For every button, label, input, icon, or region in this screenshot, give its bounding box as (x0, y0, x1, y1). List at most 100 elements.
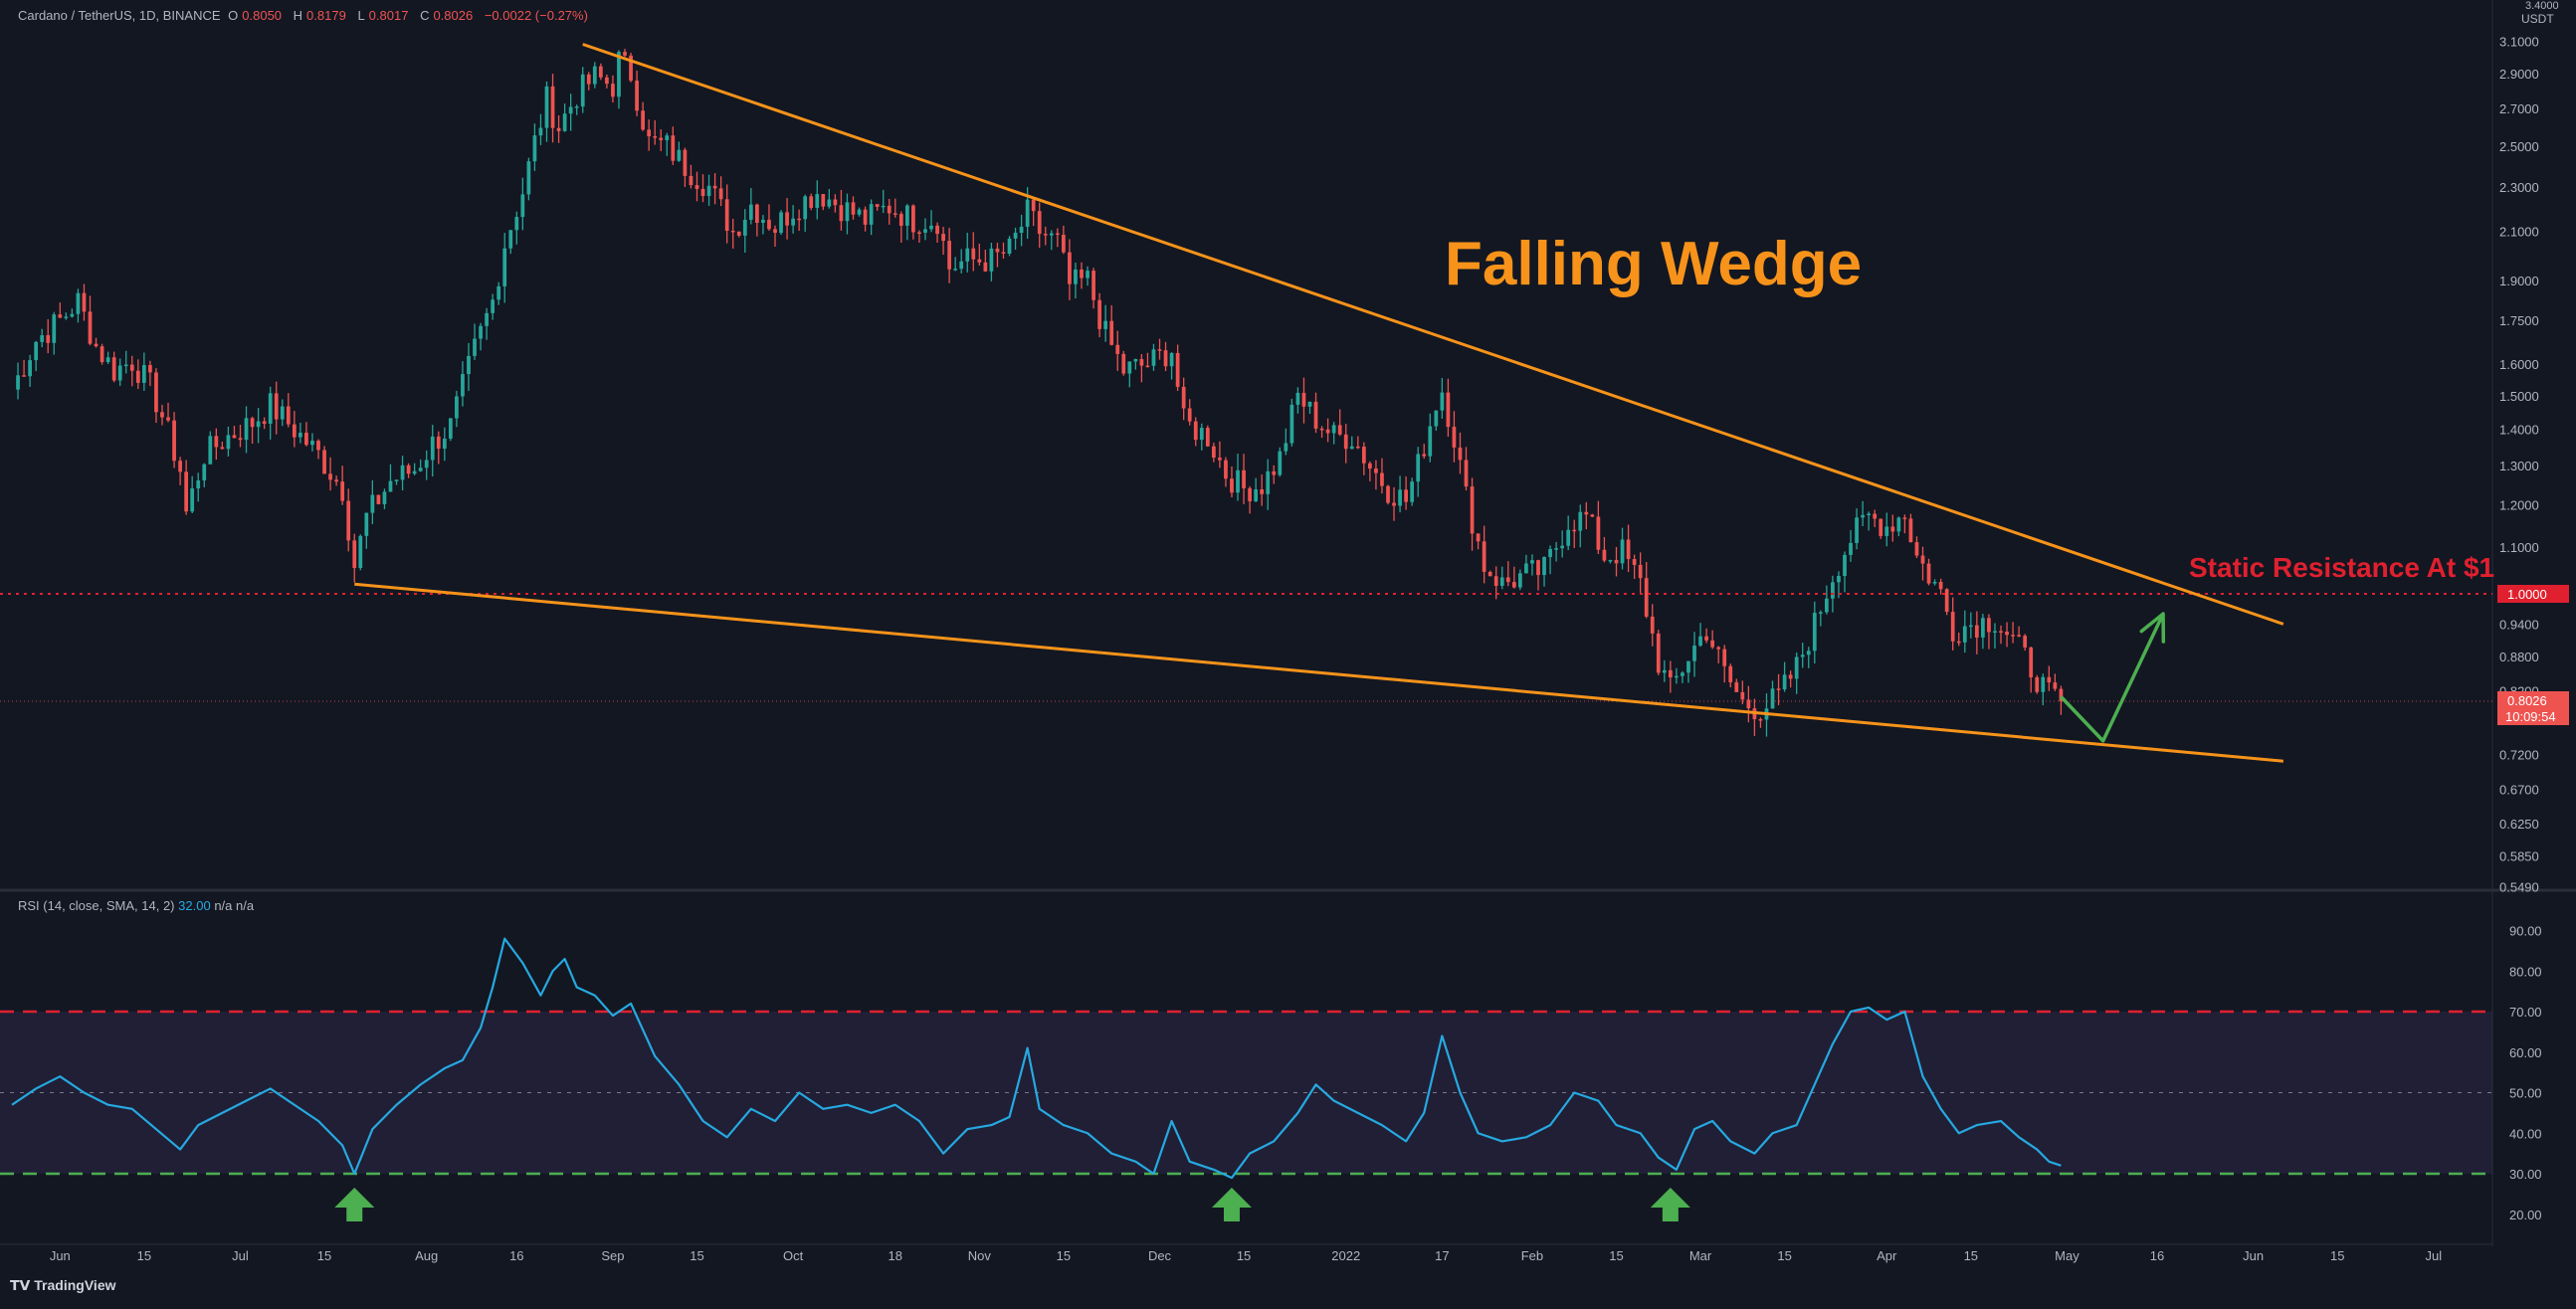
candle[interactable] (1626, 524, 1631, 573)
candle[interactable] (1602, 536, 1607, 563)
candle[interactable] (70, 308, 75, 318)
candle[interactable] (1812, 601, 1817, 664)
candle[interactable] (1849, 529, 1853, 562)
candle[interactable] (1861, 500, 1865, 527)
candle[interactable] (761, 215, 765, 235)
candle[interactable] (148, 360, 152, 387)
candle[interactable] (959, 249, 964, 274)
candle[interactable] (184, 460, 189, 515)
candle[interactable] (334, 475, 338, 486)
candle[interactable] (839, 189, 844, 231)
candle[interactable] (160, 404, 164, 426)
candle[interactable] (659, 129, 664, 151)
candle[interactable] (1896, 516, 1901, 537)
candle[interactable] (154, 368, 158, 424)
candle[interactable] (1530, 554, 1534, 576)
candle[interactable] (1031, 197, 1036, 227)
candle[interactable] (172, 412, 176, 468)
candle[interactable] (1145, 352, 1150, 368)
candle[interactable] (767, 204, 771, 231)
candle[interactable] (88, 295, 93, 346)
candle[interactable] (809, 193, 814, 211)
candle[interactable] (1368, 461, 1372, 481)
candle[interactable] (1560, 530, 1565, 558)
candle[interactable] (1163, 341, 1168, 372)
candle[interactable] (538, 113, 543, 145)
candle[interactable] (1109, 304, 1114, 346)
candle[interactable] (1806, 647, 1811, 668)
candle[interactable] (1956, 633, 1961, 647)
candle[interactable] (1307, 401, 1312, 414)
candle[interactable] (1944, 588, 1949, 616)
candle[interactable] (1825, 585, 1829, 615)
candle[interactable] (2041, 673, 2046, 706)
candle[interactable] (1446, 378, 1451, 438)
tradingview-logo[interactable]: 𝗧𝗩 TradingView (10, 1277, 116, 1294)
candle[interactable] (292, 411, 297, 448)
candle[interactable] (1139, 354, 1144, 383)
candle[interactable] (1091, 268, 1095, 309)
candle[interactable] (875, 204, 880, 211)
candle[interactable] (574, 104, 579, 115)
candle[interactable] (904, 204, 909, 241)
candle[interactable] (129, 355, 134, 387)
candle[interactable] (1650, 604, 1655, 647)
candle[interactable] (748, 188, 753, 225)
candle[interactable] (683, 147, 688, 187)
candle[interactable] (712, 173, 717, 205)
candle[interactable] (430, 425, 435, 477)
candle[interactable] (238, 424, 243, 448)
candle[interactable] (598, 63, 603, 81)
candle[interactable] (1668, 660, 1673, 693)
candle[interactable] (1115, 330, 1120, 371)
candle[interactable] (1169, 352, 1174, 380)
candle[interactable] (82, 283, 87, 321)
candle[interactable] (1993, 623, 1997, 650)
candle[interactable] (1794, 652, 1799, 694)
candle[interactable] (1843, 551, 1847, 593)
candle[interactable] (694, 171, 699, 202)
candle[interactable] (1999, 625, 2003, 645)
candle[interactable] (718, 176, 723, 207)
candle[interactable] (502, 233, 507, 303)
candle[interactable] (508, 230, 513, 255)
candle[interactable] (1019, 214, 1024, 247)
candle[interactable] (1278, 447, 1283, 477)
candle[interactable] (592, 62, 597, 89)
candle[interactable] (520, 177, 525, 231)
candle[interactable] (526, 157, 531, 201)
candle[interactable] (2053, 673, 2058, 691)
candle[interactable] (352, 533, 357, 583)
candle[interactable] (117, 358, 122, 386)
candle[interactable] (923, 218, 927, 241)
candle[interactable] (196, 472, 201, 502)
candle[interactable] (2023, 634, 2028, 652)
candle[interactable] (202, 463, 207, 487)
candle[interactable] (442, 427, 447, 462)
candle[interactable] (947, 228, 952, 283)
candle[interactable] (214, 428, 219, 461)
candle[interactable] (135, 359, 140, 390)
candle[interactable] (220, 442, 225, 450)
candle[interactable] (105, 351, 110, 364)
candle[interactable] (1487, 570, 1492, 577)
candle[interactable] (1205, 425, 1210, 448)
candle[interactable] (1211, 443, 1216, 463)
candle[interactable] (851, 196, 856, 220)
candle[interactable] (58, 302, 63, 318)
candle[interactable] (1386, 484, 1390, 505)
candle[interactable] (1086, 266, 1090, 286)
candle[interactable] (1614, 546, 1619, 577)
candle[interactable] (1080, 262, 1084, 289)
candle[interactable] (1686, 660, 1690, 683)
rsi-line[interactable] (11, 937, 2062, 1180)
candle[interactable] (1818, 610, 1823, 627)
candle[interactable] (892, 198, 897, 218)
candle[interactable] (755, 203, 759, 237)
candle[interactable] (1218, 441, 1222, 468)
candle[interactable] (316, 439, 320, 460)
candle[interactable] (1392, 486, 1396, 521)
candle[interactable] (1001, 242, 1006, 260)
candle[interactable] (76, 288, 81, 323)
candle[interactable] (1987, 614, 1991, 650)
